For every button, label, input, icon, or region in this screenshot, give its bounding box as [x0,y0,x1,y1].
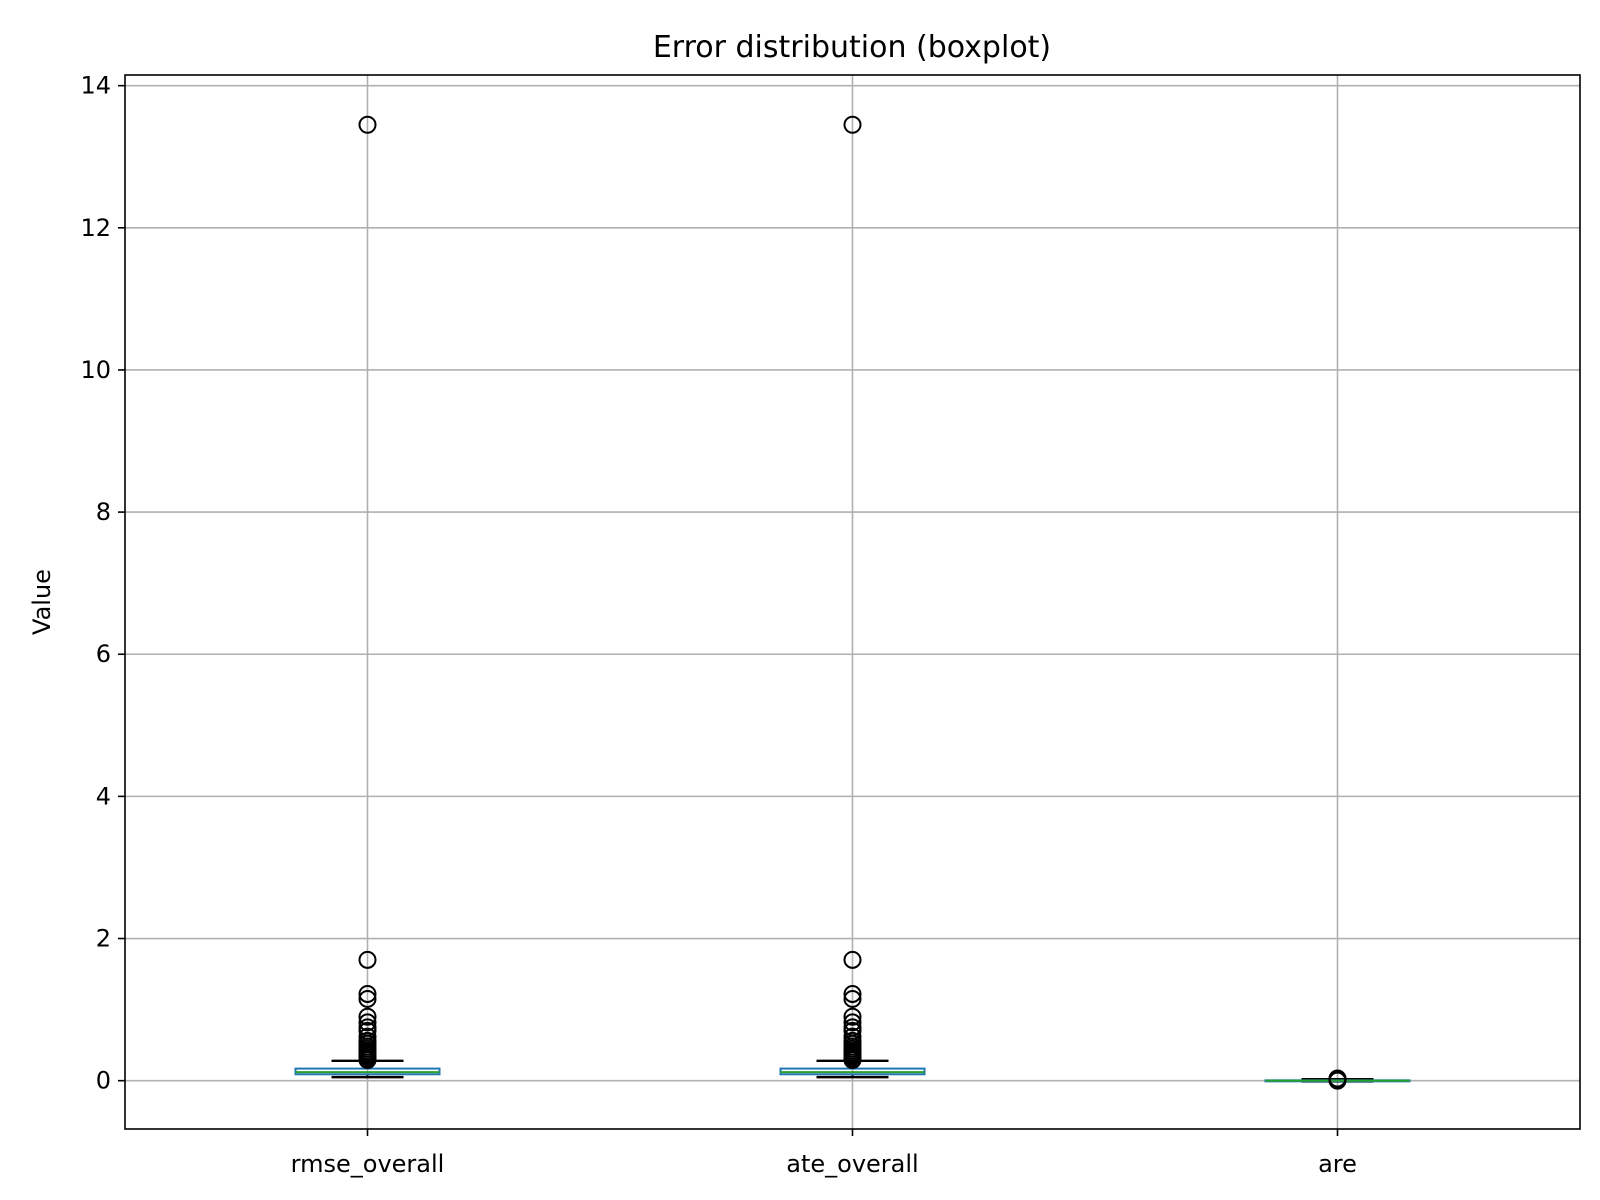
y-axis-ticks: 0 2 4 6 8 10 12 14 [80,72,125,1095]
outlier-point [1328,1069,1347,1088]
y-tick-label: 2 [96,925,111,953]
x-tick-label: are [1318,1150,1357,1178]
outlier-point [358,115,377,134]
outlier-point [358,1031,377,1050]
chart-title: Error distribution (boxplot) [653,30,1051,65]
box-ate_overall [779,115,926,1079]
x-tick-label: ate_overall [786,1150,918,1178]
outlier-point [843,950,862,969]
outlier-point [843,1018,862,1037]
y-tick-label: 10 [80,356,111,384]
outlier-point [358,1018,377,1037]
y-tick-label: 0 [96,1067,111,1095]
outlier-point [358,1027,377,1046]
outlier-point [843,115,862,134]
x-axis-ticks: rmse_overall ate_overall are [291,1129,1357,1178]
outlier-point [358,984,377,1003]
outlier-point [358,1013,377,1032]
box-are [1264,1069,1411,1090]
y-tick-label: 14 [80,72,111,100]
x-tick-label: rmse_overall [291,1150,445,1178]
outlier-point [843,1007,862,1026]
y-axis-label: Value [28,569,56,635]
outlier-point [843,1027,862,1046]
box-series [294,115,1411,1090]
y-tick-label: 4 [96,782,111,810]
grid-lines [125,75,1580,1129]
outlier-point [843,1031,862,1050]
outlier-point [843,1013,862,1032]
box-rmse_overall [294,115,441,1079]
outlier-point [843,984,862,1003]
outlier-point [358,1007,377,1026]
outlier-point [843,989,862,1008]
y-tick-label: 8 [96,498,111,526]
outlier-point [358,989,377,1008]
outlier-point [358,950,377,969]
y-tick-label: 6 [96,640,111,668]
y-tick-label: 12 [80,214,111,242]
